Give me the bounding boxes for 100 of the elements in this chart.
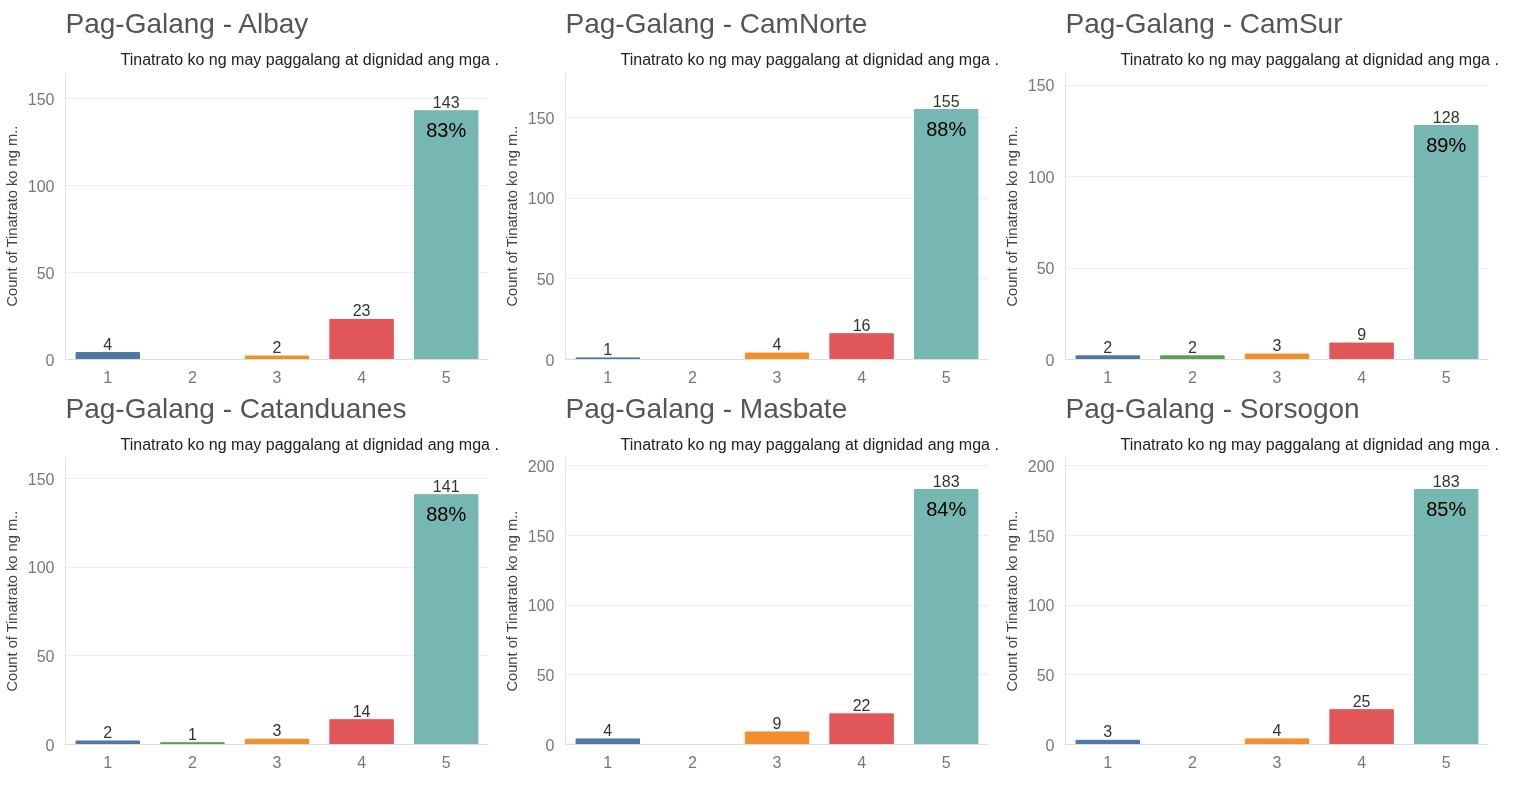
data-label: 1	[603, 340, 613, 358]
annotation: 84%	[926, 497, 967, 520]
annotation: 88%	[926, 117, 967, 140]
y-axis-title: Count of Tinatrato ko ng m..	[1003, 510, 1020, 692]
y-tick-label: 150	[27, 90, 55, 108]
y-tick-label: 100	[27, 177, 55, 195]
chart-subtitle: Tinatrato ko ng may paggalang at dignidad ang mga ..	[1120, 435, 1504, 453]
x-tick-label: 2	[1187, 368, 1197, 386]
x-tick-label: 2	[187, 368, 197, 386]
x-tick-label: 4	[1357, 368, 1367, 386]
x-tick-label: 3	[1272, 368, 1282, 386]
x-tick-label: 4	[1357, 753, 1367, 771]
data-label: 3	[272, 722, 282, 740]
chart-subtitle: Tinatrato ko ng may paggalang at dignidad ang mga ..	[620, 50, 1004, 68]
x-tick-label: 1	[603, 368, 613, 386]
y-tick-label: 150	[527, 109, 555, 127]
data-label: 23	[352, 302, 371, 320]
data-label: 155	[932, 92, 960, 110]
y-tick-label: 50	[536, 666, 555, 684]
y-tick-label: 150	[527, 527, 555, 545]
x-tick-label: 3	[772, 368, 782, 386]
annotation: 89%	[1426, 133, 1467, 156]
y-tick-label: 0	[45, 736, 55, 754]
x-tick-label: 2	[687, 368, 697, 386]
y-axis-title: Count of Tinatrato ko ng m..	[503, 125, 520, 307]
annotation: 88%	[426, 502, 467, 525]
x-tick-label: 1	[603, 753, 613, 771]
chart-title: Pag-Galang - Masbate	[565, 392, 848, 424]
chart-title: Pag-Galang - Catanduanes	[65, 392, 407, 424]
y-tick-label: 0	[545, 736, 555, 754]
x-tick-label: 2	[687, 753, 697, 771]
x-tick-label: 1	[1103, 368, 1113, 386]
data-label: 183	[932, 472, 960, 490]
x-tick-label: 5	[941, 753, 951, 771]
chart-subtitle: Tinatrato ko ng may paggalang at dignidad ang mga ..	[120, 435, 504, 453]
y-tick-label: 150	[27, 470, 55, 488]
y-tick-label: 100	[27, 559, 55, 577]
x-tick-label: 5	[941, 368, 951, 386]
y-tick-label: 50	[1036, 260, 1055, 278]
y-tick-label: 50	[536, 270, 555, 288]
y-tick-label: 100	[1027, 597, 1055, 615]
chart-title: Pag-Galang - Sorsogon	[1065, 392, 1360, 424]
x-tick-label: 2	[1187, 753, 1197, 771]
data-label: 9	[1357, 326, 1367, 344]
y-axis-title: Count of Tinatrato ko ng m..	[3, 125, 20, 307]
y-tick-label: 200	[1027, 457, 1055, 475]
x-tick-label: 4	[357, 753, 367, 771]
y-axis-title: Count of Tinatrato ko ng m..	[503, 510, 520, 692]
data-label: 4	[603, 721, 613, 739]
y-tick-label: 50	[36, 264, 55, 282]
chart-title: Pag-Galang - CamNorte	[565, 7, 868, 39]
y-tick-label: 50	[1036, 666, 1055, 684]
x-tick-label: 3	[272, 753, 282, 771]
x-tick-label: 5	[1441, 753, 1451, 771]
x-tick-label: 4	[857, 368, 867, 386]
data-label: 3	[1272, 337, 1282, 355]
data-label: 16	[852, 316, 871, 334]
data-label: 183	[1432, 472, 1460, 490]
data-label: 128	[1432, 108, 1460, 126]
x-tick-label: 5	[1441, 368, 1451, 386]
x-tick-label: 3	[772, 753, 782, 771]
data-label: 14	[352, 702, 371, 720]
x-tick-label: 5	[441, 753, 451, 771]
y-tick-label: 100	[527, 597, 555, 615]
chart-subtitle: Tinatrato ko ng may paggalang at dignidad ang mga ..	[120, 50, 504, 68]
x-tick-label: 1	[103, 753, 113, 771]
y-tick-label: 200	[527, 457, 555, 475]
data-label: 22	[852, 696, 871, 714]
data-label: 1	[187, 725, 197, 743]
chart-subtitle: Tinatrato ko ng may paggalang at dignidad ang mga ..	[620, 435, 1004, 453]
data-label: 2	[103, 723, 113, 741]
x-tick-label: 1	[1103, 753, 1113, 771]
y-tick-label: 100	[527, 190, 555, 208]
x-tick-label: 4	[857, 753, 867, 771]
data-label: 4	[1272, 721, 1282, 739]
y-tick-label: 50	[36, 647, 55, 665]
chart-title: Pag-Galang - CamSur	[1065, 7, 1343, 39]
annotation: 83%	[426, 118, 467, 141]
x-tick-label: 2	[187, 753, 197, 771]
data-label: 2	[1187, 338, 1197, 356]
y-tick-label: 0	[1045, 351, 1055, 369]
data-label: 25	[1352, 692, 1371, 710]
x-tick-label: 3	[1272, 753, 1282, 771]
x-tick-label: 4	[357, 368, 367, 386]
y-tick-label: 100	[1027, 168, 1055, 186]
x-tick-label: 5	[441, 368, 451, 386]
data-label: 143	[432, 93, 460, 111]
y-tick-label: 0	[1045, 736, 1055, 754]
data-label: 3	[1103, 723, 1113, 741]
chart-subtitle: Tinatrato ko ng may paggalang at dignidad ang mga ..	[1120, 50, 1504, 68]
data-label: 141	[432, 477, 460, 495]
y-axis-title: Count of Tinatrato ko ng m..	[1003, 125, 1020, 307]
x-tick-label: 1	[103, 368, 113, 386]
y-tick-label: 150	[1027, 77, 1055, 95]
y-axis-title: Count of Tinatrato ko ng m..	[3, 510, 20, 692]
data-label: 4	[772, 336, 782, 354]
x-tick-label: 3	[272, 368, 282, 386]
y-tick-label: 0	[545, 351, 555, 369]
y-tick-label: 0	[45, 351, 55, 369]
y-tick-label: 150	[1027, 527, 1055, 545]
